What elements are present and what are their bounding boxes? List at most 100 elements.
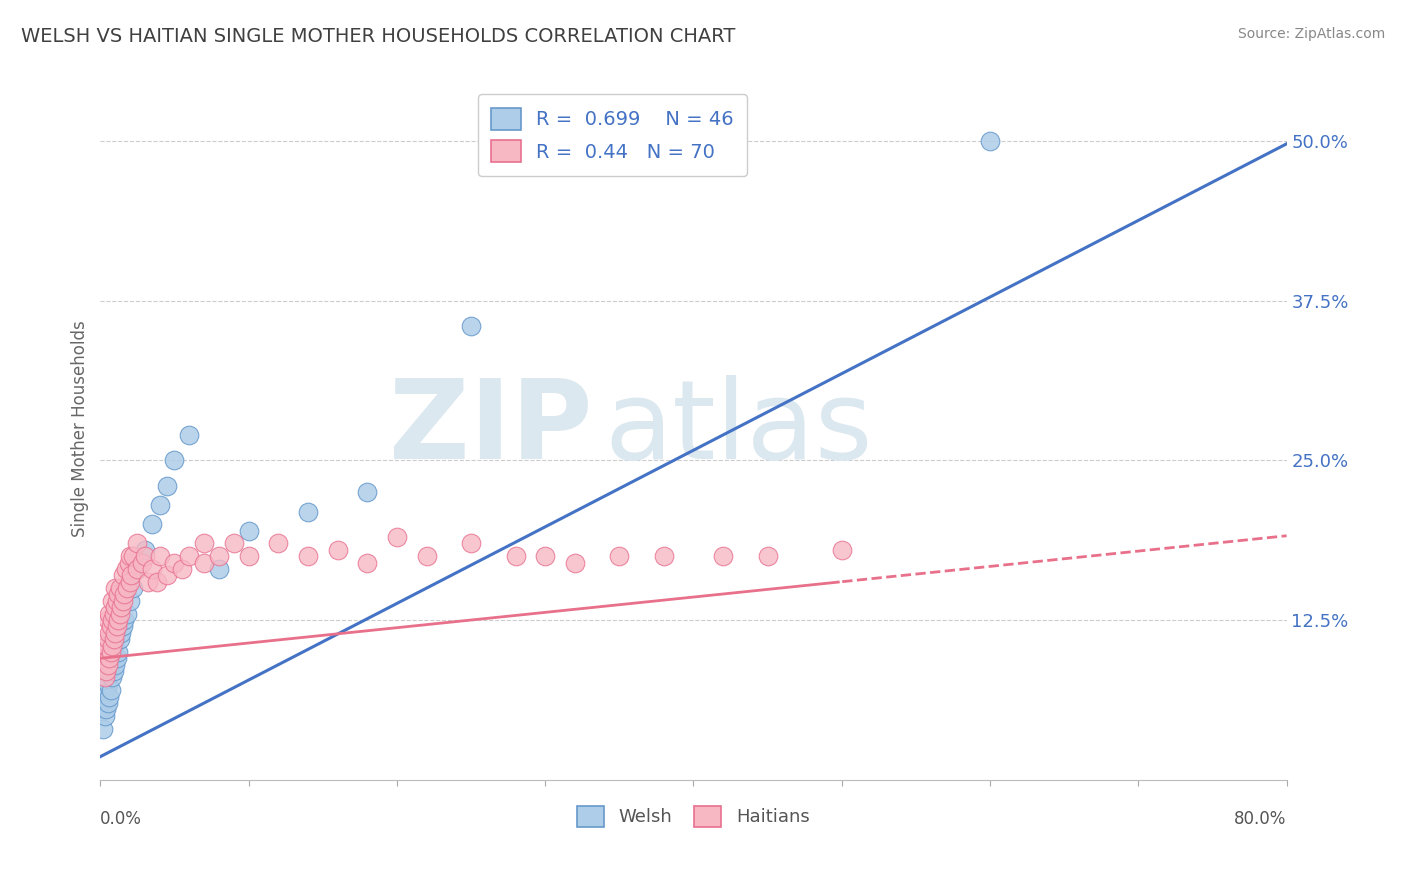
Point <box>100 645 122 659</box>
Point <box>105 651 128 665</box>
Point <box>108 581 131 595</box>
Point <box>141 562 163 576</box>
Point <box>94 671 117 685</box>
Point <box>98 607 121 621</box>
Point <box>979 134 1001 148</box>
Point <box>98 690 121 704</box>
Legend: Welsh, Haitians: Welsh, Haitians <box>571 798 817 834</box>
Text: WELSH VS HAITIAN SINGLE MOTHER HOUSEHOLDS CORRELATION CHART: WELSH VS HAITIAN SINGLE MOTHER HOUSEHOLD… <box>21 27 735 45</box>
Point <box>103 607 125 621</box>
Point <box>122 581 145 595</box>
Point <box>141 517 163 532</box>
Point <box>100 657 122 672</box>
Point <box>101 671 124 685</box>
Point <box>238 524 260 538</box>
Point <box>163 453 186 467</box>
Point <box>297 504 319 518</box>
Point <box>100 632 122 647</box>
Point <box>118 594 141 608</box>
Point <box>134 542 156 557</box>
Point <box>711 549 734 564</box>
Point <box>96 702 118 716</box>
Point <box>356 556 378 570</box>
Point <box>156 479 179 493</box>
Point <box>505 549 527 564</box>
Point <box>534 549 557 564</box>
Point <box>208 562 231 576</box>
Point <box>326 542 349 557</box>
Point <box>103 664 125 678</box>
Point <box>101 645 124 659</box>
Point <box>94 671 117 685</box>
Point <box>94 683 117 698</box>
Point <box>104 632 127 647</box>
Point <box>98 651 121 665</box>
Point <box>127 536 149 550</box>
Point <box>607 549 630 564</box>
Point <box>97 696 120 710</box>
Point <box>108 607 131 621</box>
Point <box>100 683 122 698</box>
Point <box>111 568 134 582</box>
Point <box>564 556 586 570</box>
Point <box>112 587 135 601</box>
Point <box>105 594 128 608</box>
Point <box>103 632 125 647</box>
Point <box>94 645 117 659</box>
Point <box>101 639 124 653</box>
Point <box>96 664 118 678</box>
Point <box>193 556 215 570</box>
Y-axis label: Single Mother Households: Single Mother Households <box>72 320 89 537</box>
Point <box>415 549 437 564</box>
Point <box>460 536 482 550</box>
Point <box>97 651 120 665</box>
Point <box>145 574 167 589</box>
Point <box>90 702 112 716</box>
Point <box>179 549 201 564</box>
Point <box>131 556 153 570</box>
Point <box>136 574 159 589</box>
Point <box>105 625 128 640</box>
Point <box>104 625 127 640</box>
Point <box>97 677 120 691</box>
Text: ZIP: ZIP <box>389 375 593 482</box>
Point <box>163 556 186 570</box>
Point <box>111 619 134 633</box>
Point <box>98 664 121 678</box>
Point <box>222 536 245 550</box>
Point <box>117 556 139 570</box>
Point <box>149 498 172 512</box>
Point <box>100 619 122 633</box>
Point <box>97 613 120 627</box>
Point <box>107 587 129 601</box>
Point <box>107 613 129 627</box>
Point <box>652 549 675 564</box>
Text: Source: ZipAtlas.com: Source: ZipAtlas.com <box>1237 27 1385 41</box>
Text: atlas: atlas <box>605 375 873 482</box>
Point <box>156 568 179 582</box>
Point <box>127 562 149 576</box>
Point <box>101 613 124 627</box>
Point <box>149 549 172 564</box>
Point <box>110 600 132 615</box>
Point <box>114 562 136 576</box>
Point <box>385 530 408 544</box>
Text: 0.0%: 0.0% <box>100 810 142 828</box>
Point <box>127 562 149 576</box>
Point <box>104 581 127 595</box>
Point <box>91 690 114 704</box>
Point <box>297 549 319 564</box>
Point <box>91 651 114 665</box>
Point <box>208 549 231 564</box>
Point <box>118 574 141 589</box>
Point <box>96 683 118 698</box>
Point <box>460 319 482 334</box>
Point <box>94 708 117 723</box>
Point <box>170 562 193 576</box>
Point <box>115 607 138 621</box>
Point <box>193 536 215 550</box>
Point <box>101 594 124 608</box>
Point <box>91 722 114 736</box>
Point <box>104 600 127 615</box>
Point <box>134 549 156 564</box>
